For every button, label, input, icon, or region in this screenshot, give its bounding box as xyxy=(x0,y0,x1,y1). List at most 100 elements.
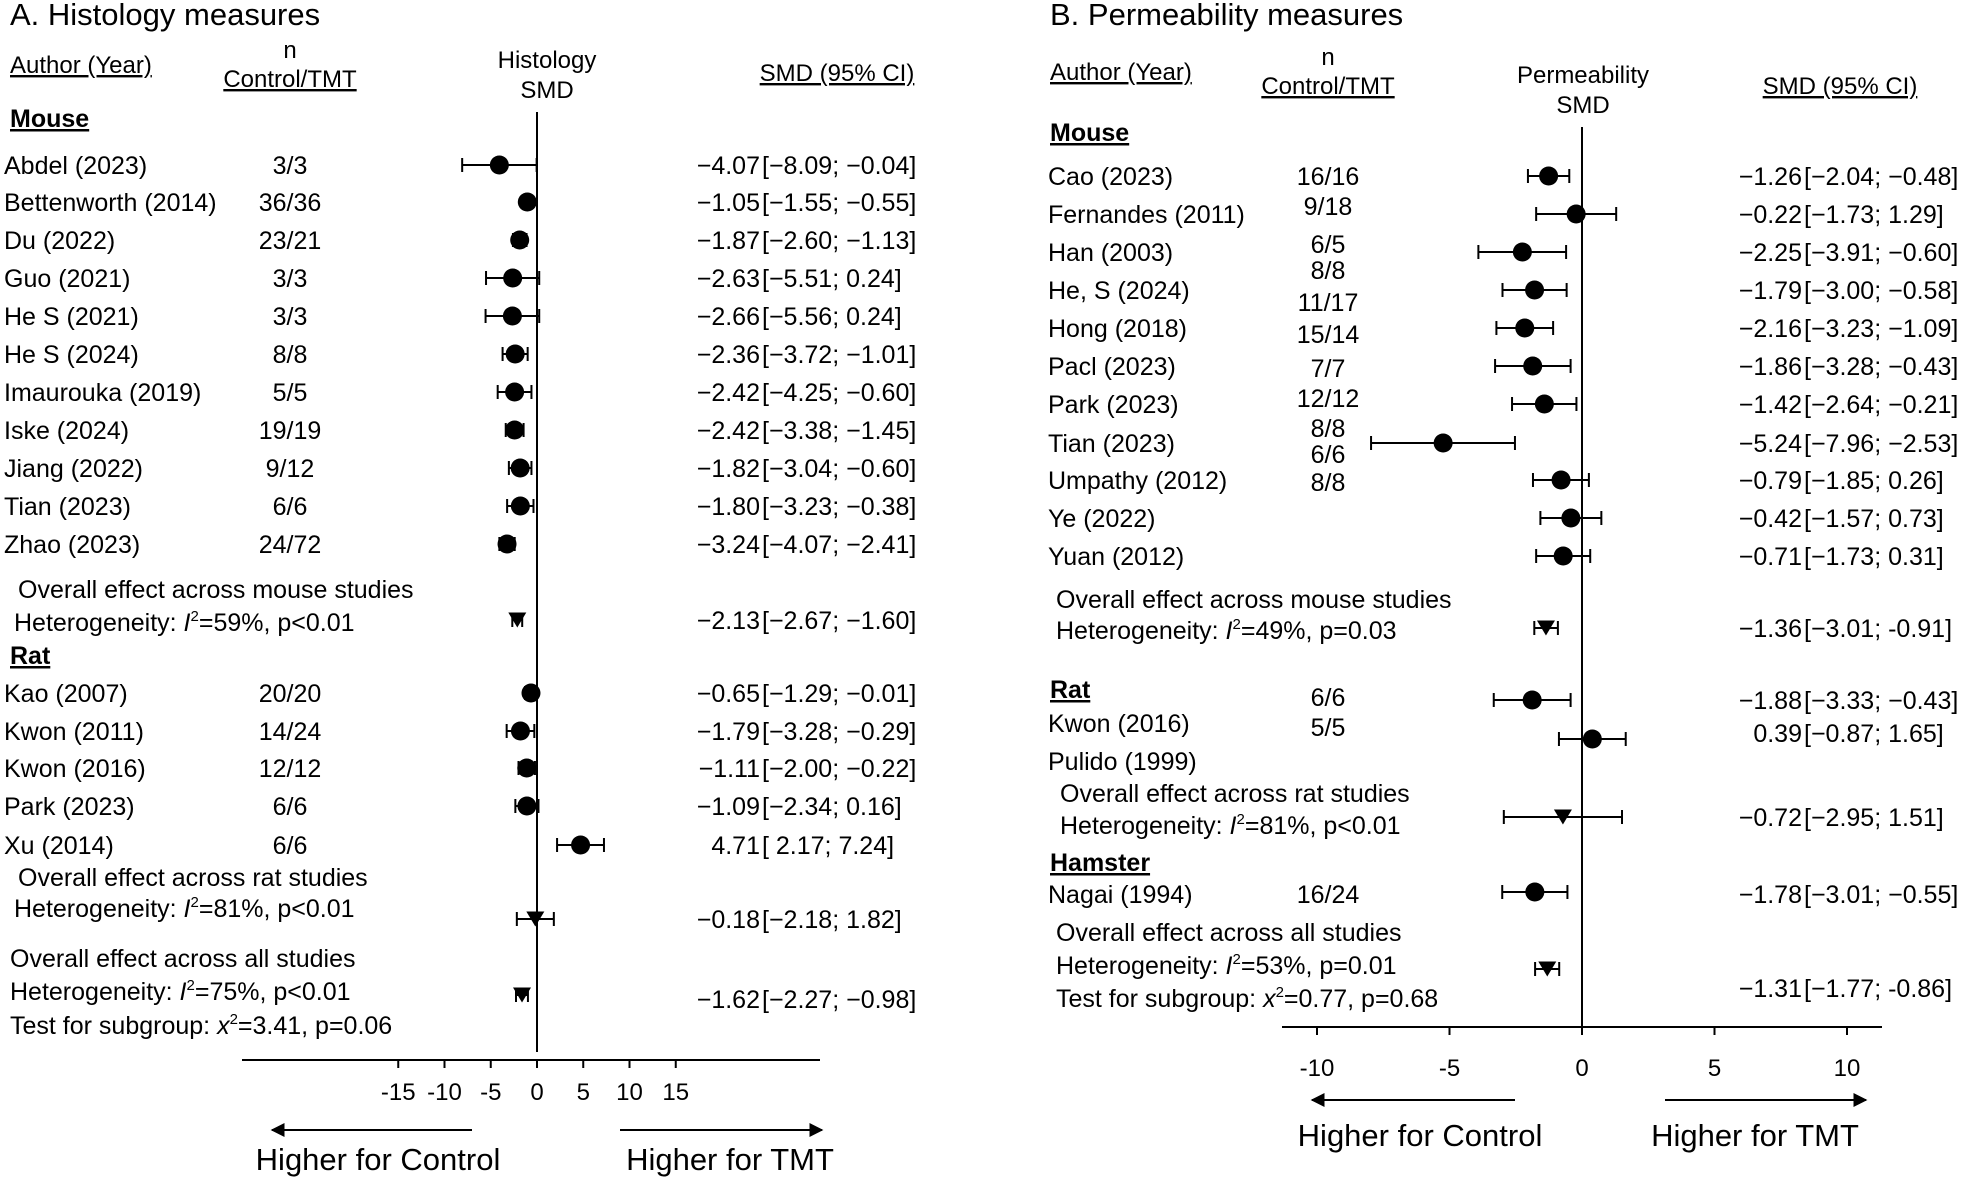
panel-a-study-ci-text: [−3.23; −0.38] xyxy=(762,493,916,521)
panel-a-study-n: 20/20 xyxy=(259,680,322,708)
panel-a-study-n: 9/12 xyxy=(266,455,315,483)
panel-a-tick-label: 5 xyxy=(577,1079,590,1106)
panel-b-study-point xyxy=(1525,280,1545,300)
panel-b-study-n: 15/14 xyxy=(1297,321,1360,349)
panel-a-label-higher-tmt: Higher for TMT xyxy=(626,1142,834,1177)
panel-b-label-higher-control: Higher for Control xyxy=(1298,1118,1543,1153)
panel-a-study-author: Xu (2014) xyxy=(4,832,114,860)
panel-a-study-estimate: −1.11 xyxy=(699,755,760,783)
panel-b-tick-label: -10 xyxy=(1300,1055,1335,1082)
panel-permeability: B. Permeability measures Author (Year) n… xyxy=(1048,0,1958,1153)
panel-a-total-heterogeneity: Heterogeneity: I2=75%, p<0.01 xyxy=(10,977,351,1006)
panel-a-tick-label: 15 xyxy=(662,1079,689,1106)
panel-a-study-point xyxy=(571,835,591,855)
panel-a-study-ci-text: [−1.29; −0.01] xyxy=(762,680,916,708)
panel-a-total-ci-text: [−2.27; −0.98] xyxy=(762,986,916,1014)
panel-b-study-author: Nagai (1994) xyxy=(1048,881,1193,909)
panel-a-study-point xyxy=(505,420,525,440)
panel-b-tick-label: 5 xyxy=(1708,1055,1721,1082)
panel-a-study-estimate: −0.65 xyxy=(697,680,760,708)
panel-a-study-author: Abdel (2023) xyxy=(4,152,147,180)
panel-a-study-point xyxy=(497,534,517,554)
panel-b-study-ci-text: [−1.85; 0.26] xyxy=(1804,467,1944,495)
panel-a-study-point xyxy=(505,344,525,364)
panel-a-group-overall-estimate: −0.18 xyxy=(697,906,760,934)
panel-a-total-estimate: −1.62 xyxy=(697,986,760,1014)
panel-b-group-rat: Rat xyxy=(1050,676,1091,704)
panel-b-rat-overall-label: Overall effect across rat studies xyxy=(1060,780,1410,808)
panel-b-study-n: 16/16 xyxy=(1297,163,1360,191)
panel-a-study-point xyxy=(503,268,523,288)
panel-a-study-author: Tian (2023) xyxy=(4,493,131,521)
panel-a-study-estimate: −1.05 xyxy=(697,189,760,217)
panel-b-study-n: 6/5 xyxy=(1311,231,1346,259)
panel-b-study-estimate: −1.88 xyxy=(1739,687,1802,715)
panel-a-study-estimate: −1.79 xyxy=(697,718,760,746)
panel-b-study-estimate: −1.42 xyxy=(1739,391,1802,419)
panel-b-header-smd-line2: SMD xyxy=(1556,92,1609,119)
panel-b-tick-label: 10 xyxy=(1834,1055,1861,1082)
panel-b-study-n: 11/17 xyxy=(1298,289,1359,317)
panel-a-study-ci-text: [−4.25; −0.60] xyxy=(762,379,916,407)
panel-b-study-point xyxy=(1539,166,1559,186)
panel-a-study-ci-text: [−3.28; −0.29] xyxy=(762,718,916,746)
panel-b-study-n: 7/7 xyxy=(1311,355,1346,383)
panel-b-axis: -10 -5 0 5 10 xyxy=(1282,127,1882,1082)
panel-a-study-author: Kwon (2011) xyxy=(4,718,144,746)
panel-b-study-author: Hong (2018) xyxy=(1048,315,1187,343)
panel-b-tick-label: 0 xyxy=(1575,1055,1588,1082)
panel-a-study-estimate: −2.42 xyxy=(697,417,760,445)
panel-a-study-estimate: −3.24 xyxy=(697,531,760,559)
panel-b-study-author: Pacl (2023) xyxy=(1048,353,1176,381)
panel-a-study-author: Zhao (2023) xyxy=(4,531,140,559)
panel-b-study-ci-text: [−3.00; −0.58] xyxy=(1804,277,1958,305)
panel-a-study-point xyxy=(517,796,537,816)
panel-a-study-author: Iske (2024) xyxy=(4,417,129,445)
panel-a-group-rat: Rat xyxy=(10,642,51,670)
panel-a-study-estimate: 4.71 xyxy=(711,832,760,860)
panel-a-study-ci-text: [−2.00; −0.22] xyxy=(762,755,916,783)
panel-a-study-n: 8/8 xyxy=(273,341,308,369)
panel-b-total-ci-text: [−1.77; -0.86] xyxy=(1804,975,1952,1003)
panel-b-study-ci-text: [−3.91; −0.60] xyxy=(1804,239,1958,267)
panel-a-study-point xyxy=(517,758,537,778)
panel-b-study-ci-text: [−3.23; −1.09] xyxy=(1804,315,1958,343)
panel-b-study-ci-text: [−1.73; 0.31] xyxy=(1804,543,1944,571)
panel-b-label-higher-tmt: Higher for TMT xyxy=(1651,1118,1859,1153)
panel-b-group-overall-ci-text: [−3.01; -0.91] xyxy=(1804,615,1952,643)
panel-a-study-point xyxy=(510,721,530,741)
panel-a-header-author: Author (Year) xyxy=(10,52,152,79)
panel-a-rows: Abdel (2023) 3/3 −4.07 [−8.09; −0.04] Betten… xyxy=(4,152,916,1014)
panel-a-study-ci-text: [−8.09; −0.04] xyxy=(762,152,916,180)
panel-b-total-heterogeneity: Heterogeneity: I2=53%, p=0.01 xyxy=(1056,951,1397,980)
panel-a-study-ci-text: [−5.51; 0.24] xyxy=(762,265,902,293)
panel-b-study-estimate: −1.86 xyxy=(1739,353,1802,381)
panel-b-header-n: n xyxy=(1321,44,1334,71)
panel-a-study-author: Park (2023) xyxy=(4,793,135,821)
panel-a-study-estimate: −2.66 xyxy=(697,303,760,331)
panel-a-header-smd-line1: Histology xyxy=(498,47,597,74)
panel-b-study-author: Park (2023) xyxy=(1048,391,1179,419)
panel-a-group-overall-marker xyxy=(526,911,545,927)
panel-a-tick-label: 0 xyxy=(530,1079,543,1106)
panel-b-study-author: Pulido (1999) xyxy=(1048,748,1197,776)
panel-b-study-author: Yuan (2012) xyxy=(1048,543,1184,571)
panel-b-group-overall-estimate: −0.72 xyxy=(1739,804,1802,832)
panel-b-study-estimate: 0.39 xyxy=(1753,720,1802,748)
panel-b-total-label: Overall effect across all studies xyxy=(1056,919,1402,947)
panel-b-mouse-heterogeneity: Heterogeneity: I2=49%, p=0.03 xyxy=(1056,616,1397,645)
panel-a-axis: -15 -10 -5 0 5 10 15 xyxy=(242,112,820,1106)
panel-b-header-smd-line1: Permeability xyxy=(1517,62,1649,89)
panel-a-study-author: Du (2022) xyxy=(4,227,115,255)
panel-a-study-n: 3/3 xyxy=(273,152,308,180)
panel-a-study-author: Kwon (2016) xyxy=(4,755,146,783)
panel-a-tick-label: -15 xyxy=(381,1079,416,1106)
panel-b-study-author: Cao (2023) xyxy=(1048,163,1173,191)
panel-a-study-author: Bettenworth (2014) xyxy=(4,189,217,217)
panel-a-study-ci-text: [−3.38; −1.45] xyxy=(762,417,916,445)
panel-a-study-n: 5/5 xyxy=(273,379,308,407)
panel-a-study-author: He S (2021) xyxy=(4,303,139,331)
panel-a-study-estimate: −4.07 xyxy=(697,152,760,180)
panel-a-study-author: He S (2024) xyxy=(4,341,139,369)
